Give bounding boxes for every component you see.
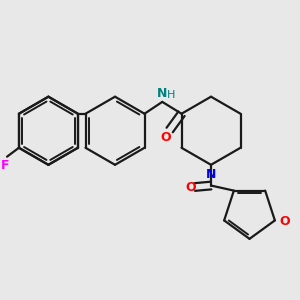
Text: O: O xyxy=(161,131,171,144)
Text: F: F xyxy=(1,159,10,172)
Text: H: H xyxy=(167,89,175,100)
Text: O: O xyxy=(185,181,196,194)
Text: N: N xyxy=(157,86,167,100)
Text: N: N xyxy=(206,168,216,182)
Text: O: O xyxy=(279,214,290,227)
